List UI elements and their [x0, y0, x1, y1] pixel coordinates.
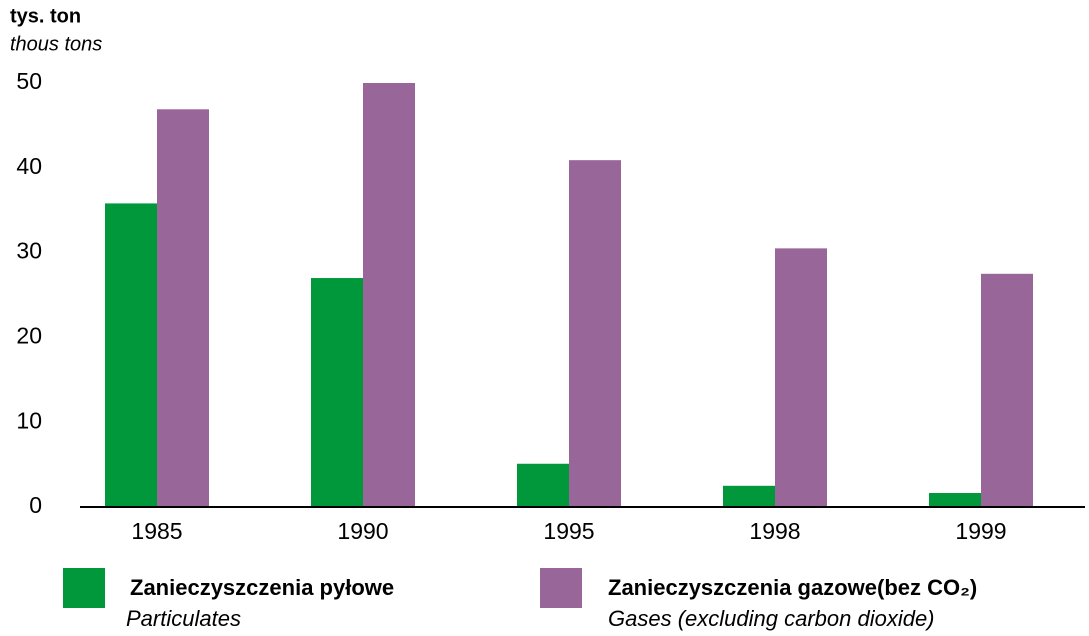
x-tick-label: 1995	[543, 518, 594, 544]
bar	[775, 248, 827, 508]
bar	[363, 83, 415, 507]
y-tick-label: 30	[16, 238, 42, 264]
y-tick-label: 40	[16, 153, 42, 179]
y-axis-label-en: thous tons	[10, 33, 102, 55]
legend-label: Zanieczyszczenia gazowe(bez CO₂)	[608, 575, 977, 600]
y-axis-label: tys. ton	[10, 5, 81, 27]
x-tick-label: 1999	[955, 518, 1006, 544]
legend-label: Zanieczyszczenia pyłowe	[130, 575, 394, 600]
legend-swatch	[540, 568, 582, 608]
x-tick-label: 1998	[749, 518, 800, 544]
bar	[981, 273, 1033, 507]
y-tick-label: 10	[16, 407, 42, 433]
x-tick-label: 1985	[131, 518, 182, 544]
y-tick-label: 50	[16, 68, 42, 94]
y-tick-label: 20	[16, 322, 42, 348]
x-tick-label: 1990	[337, 518, 388, 544]
bar	[723, 485, 775, 507]
bar	[517, 463, 569, 507]
y-tick-label: 0	[29, 492, 42, 518]
bar	[929, 493, 981, 507]
bar	[311, 278, 363, 507]
legend-swatch	[63, 568, 105, 608]
legend-label-en: Gases (excluding carbon dioxide)	[608, 606, 935, 631]
bar	[157, 109, 209, 508]
legend-label-en: Particulates	[126, 606, 241, 631]
bar	[105, 203, 157, 507]
bar	[569, 160, 621, 507]
